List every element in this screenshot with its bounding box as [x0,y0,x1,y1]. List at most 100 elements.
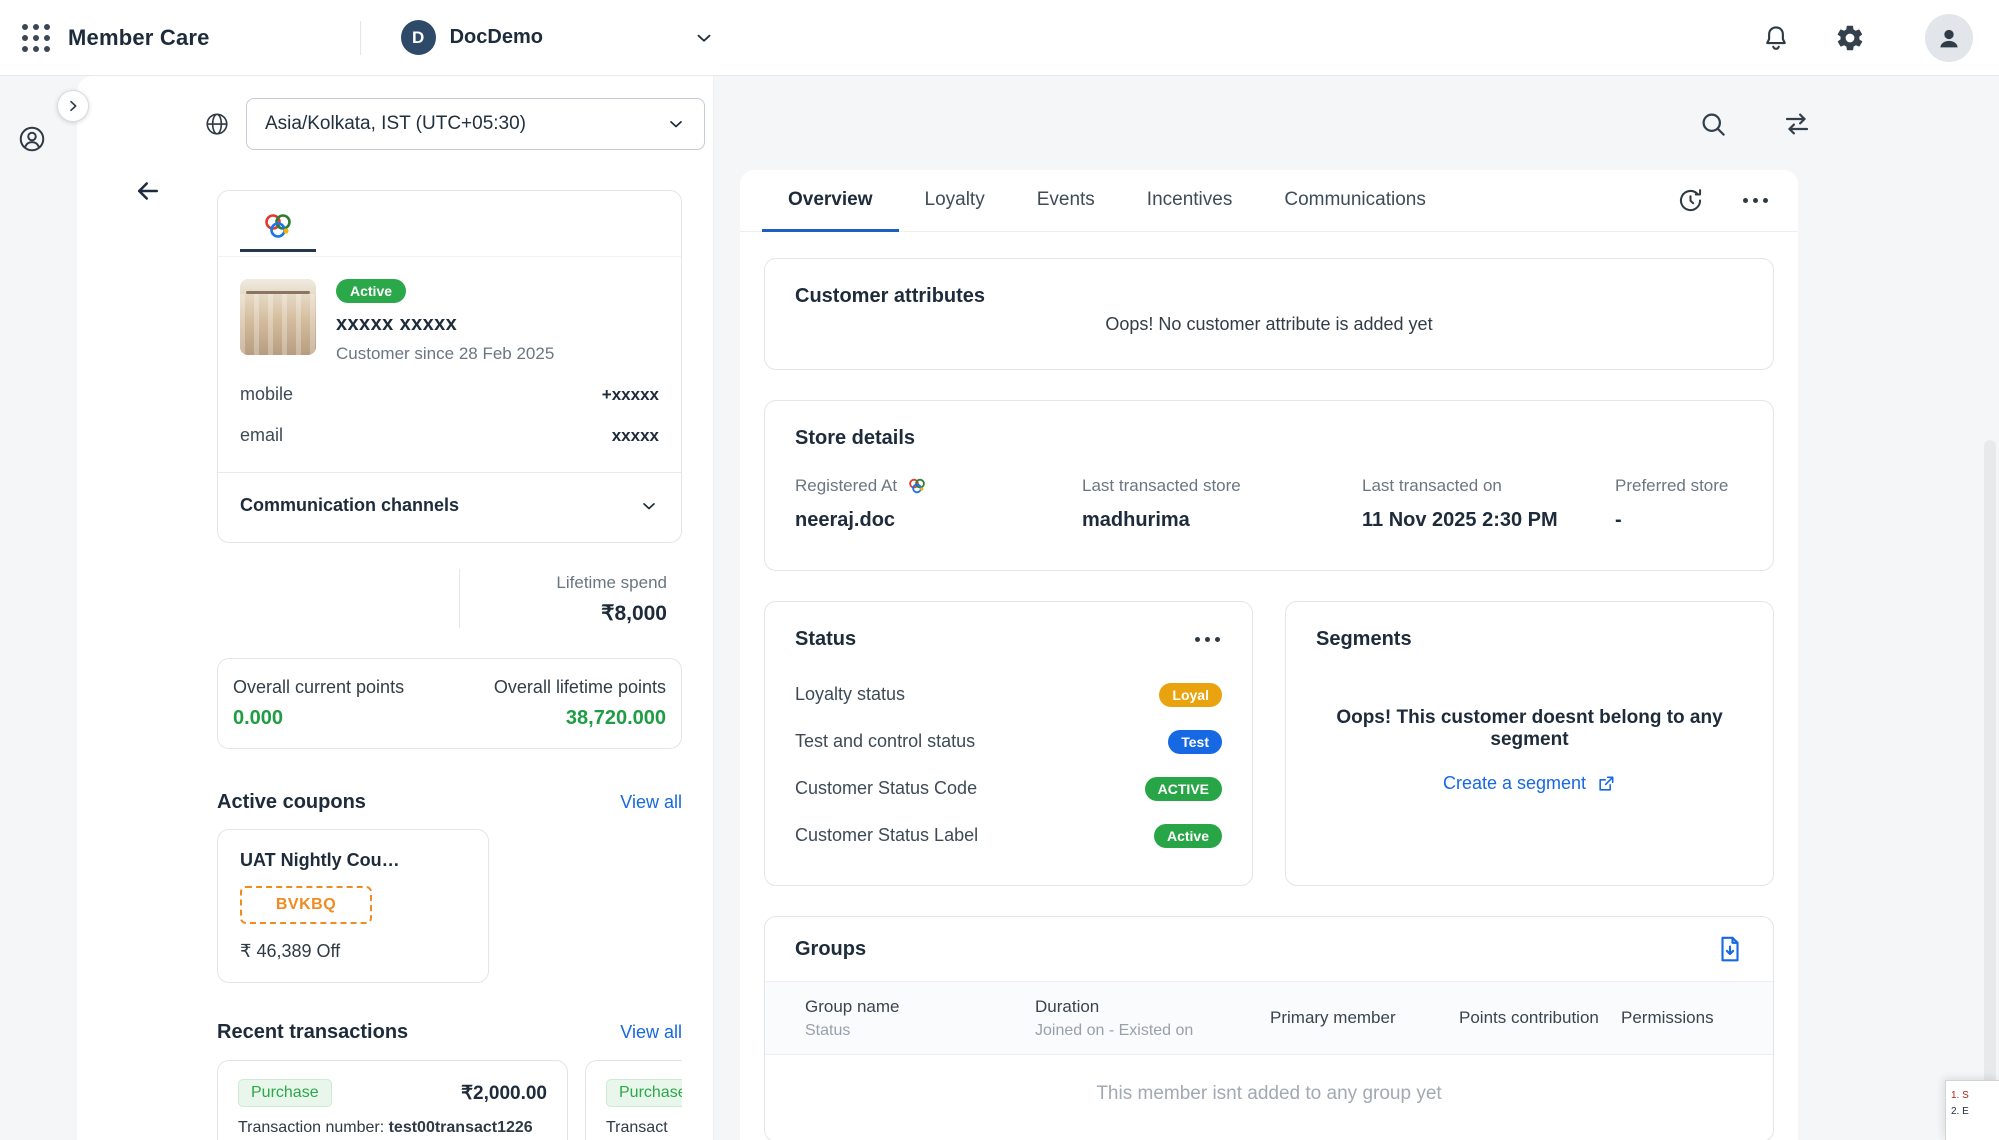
recent-transactions-header: Recent transactions View all [217,1021,682,1044]
col-points-contribution: Points contribution [1459,1008,1599,1027]
vertical-scrollbar[interactable] [1984,440,1996,1135]
current-points-label: Overall current points [233,677,405,697]
points-card: Overall current points 0.000 Overall lif… [217,658,682,749]
profile-head: Active xxxxx xxxxx Customer since 28 Feb… [240,279,659,364]
transaction-number: Transact [606,1119,668,1136]
main-area: Overview Loyalty Events Incentives Commu… [714,76,1999,1140]
divider [218,472,681,473]
globe-icon [204,111,230,137]
tab-communications[interactable]: Communications [1284,188,1426,210]
status-badge: Active [336,279,407,303]
lifetime-spend-label: Lifetime spend [556,573,667,592]
back-button[interactable] [133,176,163,206]
lifetime-spend-value: ₹8,000 [601,602,667,625]
customer-panel: Asia/Kolkata, IST (UTC+05:30) [77,76,714,1140]
create-segment-link[interactable]: Create a segment [1316,773,1743,794]
col-duration: Duration Joined on - Existed on [1035,996,1194,1039]
tab-overview[interactable]: Overview [762,170,899,232]
download-groups-button[interactable] [1715,934,1745,964]
status-card: Status Loyalty status Loyal Test and con… [764,601,1253,886]
member-care-nav-icon[interactable] [17,124,47,154]
email-value: xxxxx [611,425,659,445]
vertical-divider [459,569,460,628]
app-title: Member Care [68,24,210,50]
expand-sidebar-button[interactable] [57,90,89,122]
transaction-card[interactable]: Purchase Transact 29 Oct 2 Point iss [585,1060,682,1140]
apps-grid-icon[interactable] [22,23,50,52]
nav-rail [0,76,89,1140]
lifetime-spend-block: Lifetime spend ₹8,000 [217,569,682,628]
status-more-options-icon[interactable] [1192,637,1222,642]
brand-tab-strip [218,209,681,257]
brand-logo-icon [909,478,925,494]
transaction-card[interactable]: Purchase ₹2,000.00 Transaction number: t… [217,1060,568,1140]
status-row: Customer Status Code ACTIVE [795,765,1222,812]
customer-attributes-title: Customer attributes [795,285,986,307]
more-options-icon[interactable] [1740,198,1770,203]
tabs-bar: Overview Loyalty Events Incentives Commu… [740,170,1798,232]
coupon-card[interactable]: UAT Nightly Cou… BVKBQ ₹ 46,389 Off [217,829,489,983]
recent-transactions-title: Recent transactions [217,1021,409,1043]
communication-channels-label: Communication channels [240,495,460,515]
topbar-actions [1761,13,1973,62]
file-download-icon [1721,936,1739,962]
search-button[interactable] [1698,109,1728,139]
topbar: Member Care D DocDemo [0,0,1999,76]
topbar-divider [359,20,361,55]
tab-incentives[interactable]: Incentives [1146,188,1233,210]
timezone-value: Asia/Kolkata, IST (UTC+05:30) [265,113,527,134]
current-points: Overall current points 0.000 [233,677,404,730]
create-segment-label: Create a segment [1442,773,1587,793]
last-transacted-on: Last transacted on 11 Nov 2025 2:30 PM [1362,476,1558,531]
settings-gear-button[interactable] [1835,23,1865,53]
groups-card: Groups Group name Status [764,916,1774,1140]
coupon-discount: ₹ 46,389 Off [240,941,341,961]
notifications-button[interactable] [1761,23,1791,53]
status-row: Loyalty status Loyal [795,671,1222,718]
user-avatar[interactable] [1925,13,1973,62]
status-segments-row: Status Loyalty status Loyal Test and con… [764,601,1774,886]
org-name: DocDemo [449,26,543,48]
email-label: email [240,425,284,445]
segments-card: Segments Oops! This customer doesnt belo… [1285,601,1774,886]
swap-transfer-button[interactable] [1780,109,1814,139]
col-primary-member: Primary member [1270,1008,1396,1027]
store-details-card: Store details Registered At [764,400,1774,571]
spend-spacer [217,569,459,628]
tab-loyalty[interactable]: Loyalty [924,188,985,210]
col-permissions: Permissions [1621,1008,1714,1027]
last-transacted-store: Last transacted store madhurima [1082,476,1241,531]
transactions-view-all-link[interactable]: View all [620,1022,682,1042]
segments-title: Segments [1316,628,1412,650]
org-avatar: D [400,20,436,55]
chevron-down-icon [693,27,715,49]
brand-tab[interactable] [240,209,316,252]
transaction-amount: ₹2,000.00 [460,1082,547,1104]
cards-stack: Customer attributes Oops! No customer at… [740,232,1798,1140]
status-code-pill: ACTIVE [1144,776,1222,801]
transaction-type-chip: Purchase [238,1079,332,1107]
customer-photo [240,279,316,355]
coupons-view-all-link[interactable]: View all [620,792,682,812]
store-details-grid: Registered At neeraj.doc [795,476,1743,532]
customer-since: Customer since 28 Feb 2025 [336,344,555,363]
tab-events[interactable]: Events [1036,188,1095,210]
status-row: Customer Status Label Active [795,812,1222,859]
org-switcher[interactable]: D DocDemo [400,20,715,55]
timezone-select[interactable]: Asia/Kolkata, IST (UTC+05:30) [246,98,705,150]
brand-logo-icon [265,214,291,238]
groups-table-header: Group name Status Duration Joined on - E… [765,981,1773,1055]
chevron-down-icon [643,502,655,509]
mobile-value: +xxxxx [601,384,659,404]
mobile-row: mobile +xxxxx [240,384,659,405]
preferred-store: Preferred store - [1615,476,1729,531]
coupon-name: UAT Nightly Cou… [240,850,400,870]
communication-channels-expander[interactable]: Communication channels [240,473,659,542]
store-details-title: Store details [795,427,916,449]
mobile-label: mobile [240,384,294,404]
content-row: Asia/Kolkata, IST (UTC+05:30) [0,76,1999,1140]
transactions-row: Purchase ₹2,000.00 Transaction number: t… [217,1060,682,1140]
refresh-history-button[interactable] [1677,187,1704,214]
test-control-pill: Test [1168,729,1222,754]
